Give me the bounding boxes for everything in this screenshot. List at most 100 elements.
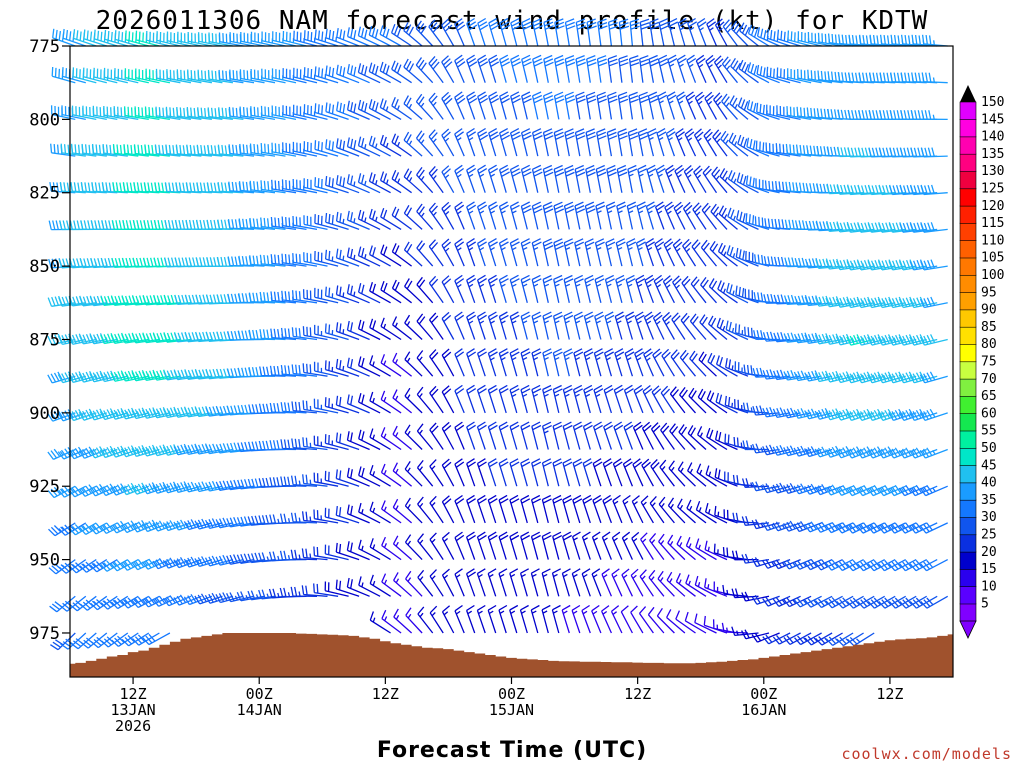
y-tick-label: 950 xyxy=(29,551,60,571)
wind-barb xyxy=(804,332,833,344)
wind-barb xyxy=(466,17,478,47)
wind-barb xyxy=(325,65,349,84)
wind-barb xyxy=(416,423,434,450)
wind-barb xyxy=(293,67,318,84)
wind-barb xyxy=(78,371,107,383)
wind-barb xyxy=(592,421,603,450)
wind-barb xyxy=(541,568,551,597)
wind-barb xyxy=(90,595,118,611)
wind-barb xyxy=(755,140,780,157)
wind-barb xyxy=(804,446,833,458)
x-tick-label: 00Z xyxy=(750,685,777,703)
wind-barb xyxy=(454,18,466,47)
wind-barb xyxy=(635,274,646,303)
colorbar-label: 35 xyxy=(981,493,997,508)
wind-barb xyxy=(898,259,927,271)
wind-barb xyxy=(674,164,686,193)
wind-barb xyxy=(695,500,717,524)
wind-barb xyxy=(634,348,645,377)
wind-barb xyxy=(346,63,370,84)
wind-barb xyxy=(226,479,255,491)
wind-barb xyxy=(530,568,540,597)
wind-barb xyxy=(899,184,927,196)
wind-barb xyxy=(314,324,339,341)
wind-barb xyxy=(713,55,728,84)
wind-barb xyxy=(217,219,244,231)
wind-barb xyxy=(68,408,97,422)
wind-barb xyxy=(346,394,370,414)
wind-barb xyxy=(744,326,770,341)
wind-barb xyxy=(49,595,76,613)
wind-barb xyxy=(271,105,297,121)
colorbar-box xyxy=(959,170,977,190)
wind-barb xyxy=(683,165,697,194)
colorbar-label: 85 xyxy=(981,320,997,335)
wind-barb xyxy=(645,238,656,267)
wind-barb xyxy=(668,18,679,47)
wind-barb xyxy=(836,221,864,233)
y-tick-label: 800 xyxy=(29,110,60,130)
wind-barb xyxy=(466,311,477,340)
wind-barb xyxy=(260,217,286,231)
wind-barb xyxy=(369,538,391,561)
wind-barb xyxy=(369,574,391,597)
wind-barb xyxy=(719,168,738,194)
ground-surface xyxy=(70,633,953,677)
colorbar-label: 95 xyxy=(981,285,997,300)
wind-barb xyxy=(804,258,833,269)
wind-barb xyxy=(615,238,626,267)
wind-barb xyxy=(357,393,381,414)
wind-barb xyxy=(325,139,349,157)
wind-barb xyxy=(532,54,543,83)
wind-barb xyxy=(715,392,738,414)
wind-barb xyxy=(454,421,465,450)
wind-barb xyxy=(454,274,465,304)
wind-barb xyxy=(890,34,917,47)
wind-barb xyxy=(325,28,349,47)
wind-barb xyxy=(249,143,276,157)
wind-barb xyxy=(680,312,697,340)
wind-barb xyxy=(657,54,669,83)
wind-barb xyxy=(499,91,511,120)
wind-barb xyxy=(776,29,801,47)
wind-barb xyxy=(585,91,597,120)
colorbar-label: 40 xyxy=(981,476,997,491)
wind-barb xyxy=(603,348,615,377)
wind-barb xyxy=(487,238,498,267)
wind-barb xyxy=(392,425,413,451)
wind-barb xyxy=(60,143,86,157)
wind-barb xyxy=(552,348,563,377)
wind-barb xyxy=(805,220,833,231)
wind-barb xyxy=(616,164,628,193)
wind-barb xyxy=(611,568,623,597)
wind-barb xyxy=(846,296,875,309)
wind-barb xyxy=(520,201,532,230)
wind-barb xyxy=(606,164,617,193)
wind-barb xyxy=(239,69,265,84)
wind-barb xyxy=(877,408,906,422)
wind-barb xyxy=(732,512,759,524)
wind-barb xyxy=(602,494,613,524)
wind-barb xyxy=(664,164,676,193)
wind-barb xyxy=(762,483,791,494)
wind-barb xyxy=(667,534,686,561)
wind-barb xyxy=(611,531,623,560)
wind-barb xyxy=(392,389,413,414)
wind-barb xyxy=(291,327,318,341)
wind-barb xyxy=(166,69,192,84)
wind-barb xyxy=(487,164,499,193)
wind-barb xyxy=(909,296,938,309)
wind-barb xyxy=(346,27,370,47)
wind-barb xyxy=(787,68,812,84)
wind-barb xyxy=(135,30,160,47)
wind-barb xyxy=(793,332,822,344)
wind-barb xyxy=(846,408,875,422)
wind-barb xyxy=(205,405,233,417)
wind-barb xyxy=(848,34,875,47)
wind-barb xyxy=(684,128,697,157)
wind-barb xyxy=(743,364,770,377)
wind-barb xyxy=(574,238,585,267)
wind-barb xyxy=(173,369,202,381)
wind-barb xyxy=(290,512,318,524)
wind-barb xyxy=(369,501,391,524)
